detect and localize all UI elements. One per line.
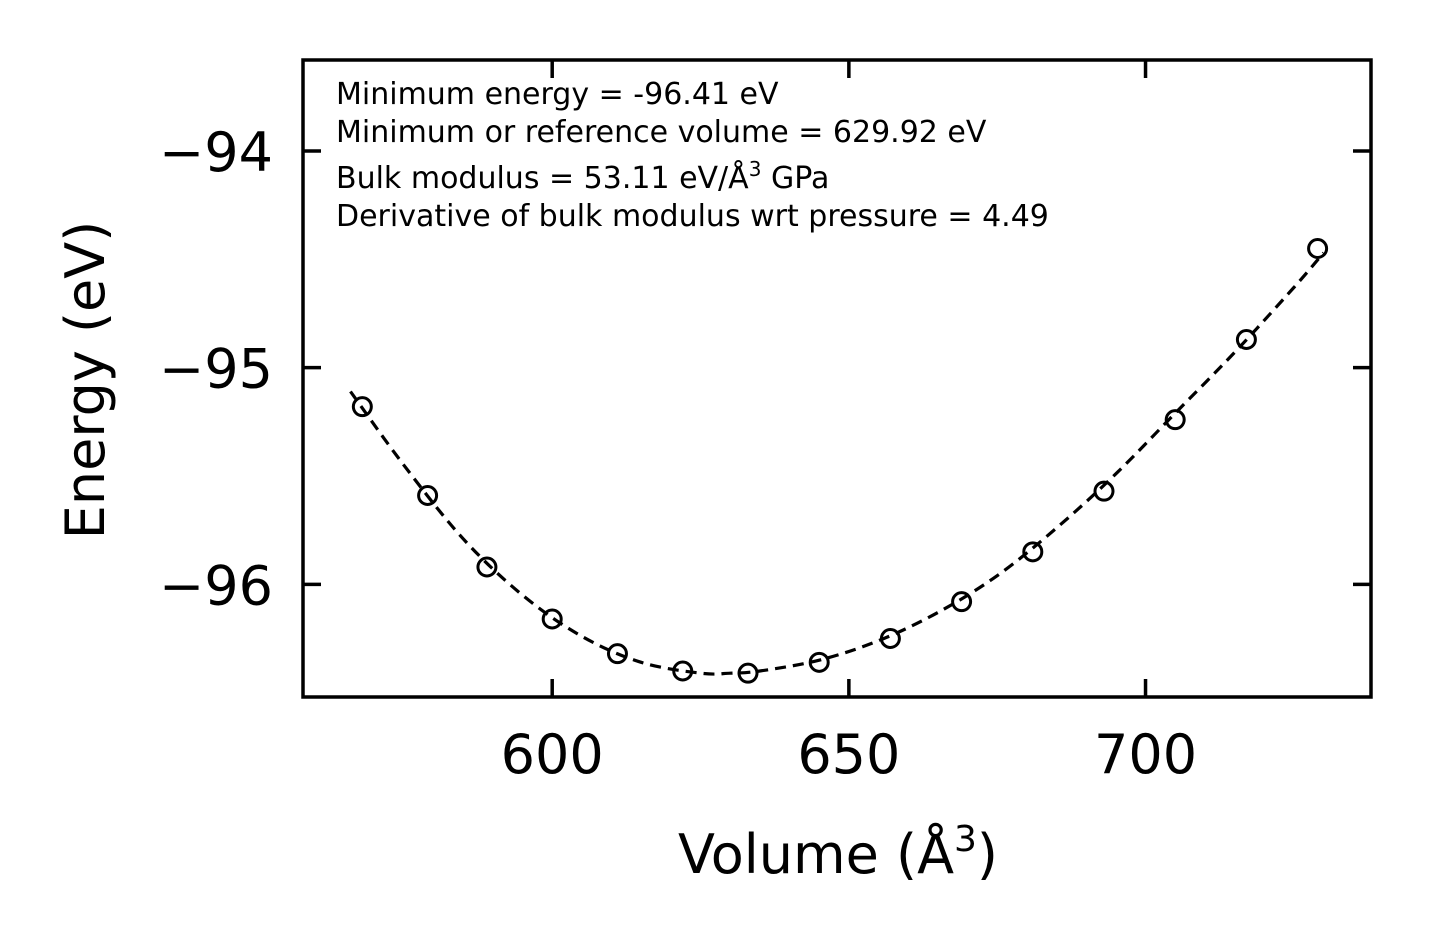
data-point [351, 396, 373, 418]
annotation-min-volume: Minimum or reference volume = 629.92 eV [336, 115, 987, 150]
y-tick-label: −95 [159, 338, 273, 401]
data-points [351, 238, 1329, 684]
annotation-min-energy: Minimum energy = -96.41 eV [336, 77, 779, 112]
x-tick-label: 650 [797, 723, 900, 786]
data-point [1093, 480, 1115, 502]
data-point [1307, 238, 1329, 259]
data-point [476, 556, 498, 578]
data-point [541, 608, 563, 630]
annotation-block: Minimum energy = -96.41 eV Minimum or re… [336, 77, 1049, 234]
y-axis-label: Energy (eV) [54, 221, 117, 540]
data-point [417, 485, 439, 506]
data-point [1022, 541, 1044, 563]
annotation-bulk-modulus: Bulk modulus = 53.11 eV/Å3 GPa [336, 157, 829, 196]
x-tick-label: 700 [1094, 723, 1197, 786]
axis-ticks [303, 60, 1371, 697]
data-point [808, 651, 830, 673]
annotation-bulk-derivative: Derivative of bulk modulus wrt pressure … [336, 199, 1049, 234]
data-point [672, 660, 694, 682]
data-point [951, 591, 973, 613]
data-point [737, 662, 759, 684]
data-point [1164, 409, 1186, 431]
data-point [1235, 329, 1257, 350]
x-tick-label: 600 [501, 723, 604, 786]
data-point [606, 643, 628, 665]
y-tick-label: −96 [159, 554, 273, 617]
fit-curve [349, 251, 1325, 676]
x-axis-label: Volume (Å3) [678, 819, 998, 886]
y-tick-label: −94 [159, 121, 273, 184]
plot-frame [301, 58, 1373, 699]
tick-labels: 600 650 700 −96 −95 −94 [159, 121, 1197, 786]
data-point [879, 628, 901, 649]
